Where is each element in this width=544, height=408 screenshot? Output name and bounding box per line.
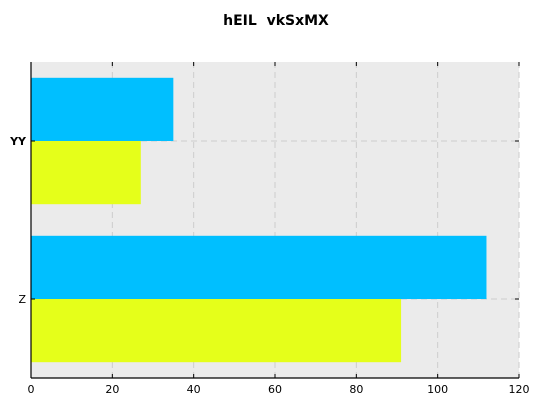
axes [30, 62, 520, 379]
x-tick-label: 0 [28, 383, 35, 396]
x-tick-label: 20 [105, 383, 119, 396]
x-tick-label: 60 [268, 383, 282, 396]
bar-YY-series-2 [31, 141, 141, 205]
tick-labels: 0 20 40 60 80 100 120 YY Z [9, 135, 529, 396]
bars [31, 77, 487, 363]
x-tick-label: 80 [349, 383, 363, 396]
y-category-label: YY [9, 135, 27, 148]
y-category-label: Z [18, 293, 26, 306]
x-tick-label: 100 [427, 383, 448, 396]
bar-Z-series-1 [31, 235, 487, 299]
x-tick-label: 40 [187, 383, 201, 396]
x-tick-label: 120 [509, 383, 530, 396]
chart-title: hEIL vkSxMX [223, 13, 329, 29]
bar-Z-series-2 [31, 299, 402, 363]
bar-YY-series-1 [31, 77, 174, 141]
